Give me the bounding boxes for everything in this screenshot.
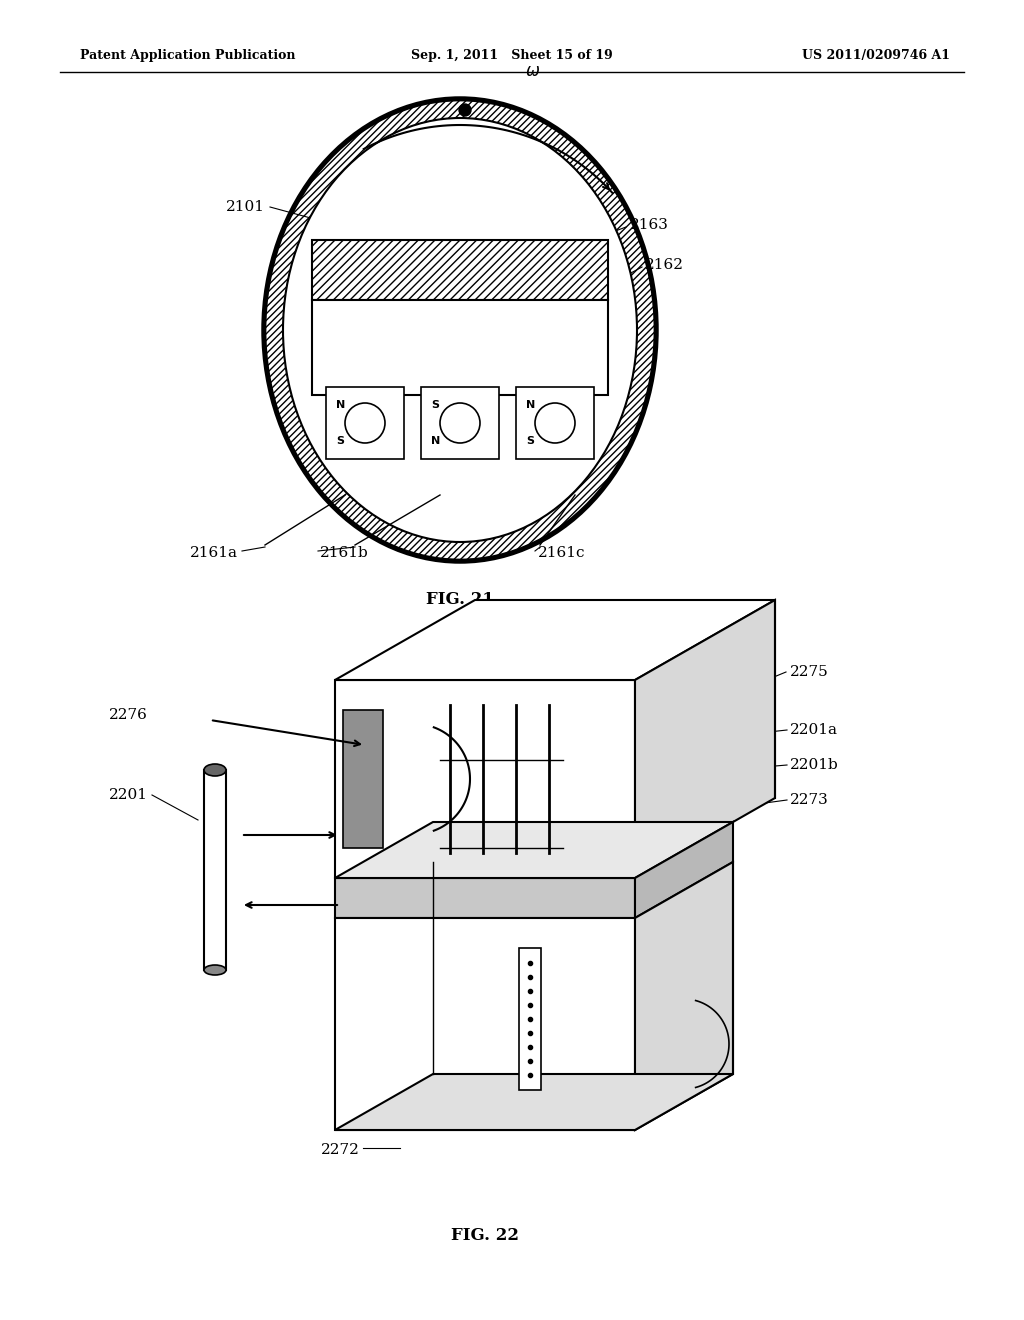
Text: S: S [431,400,439,411]
Text: 2273: 2273 [790,793,828,807]
Bar [312,240,608,300]
Polygon shape [204,770,226,970]
Polygon shape [635,822,733,917]
Text: 2162: 2162 [645,257,684,272]
Text: 2161a: 2161a [190,546,238,560]
Circle shape [440,403,480,444]
Text: N: N [526,400,536,411]
Text: 2201a: 2201a [790,723,838,737]
Ellipse shape [283,117,637,543]
Polygon shape [335,1074,733,1130]
Bar [343,710,383,847]
Polygon shape [635,862,733,1130]
Polygon shape [335,862,733,917]
Circle shape [345,403,385,444]
Text: 2163: 2163 [630,218,669,232]
Bar [335,680,635,878]
Text: FIG. 22: FIG. 22 [451,1226,519,1243]
Text: 2275: 2275 [790,665,828,678]
Text: 2274: 2274 [670,993,709,1007]
Text: N: N [431,436,440,446]
Text: 2161c: 2161c [538,546,586,560]
Polygon shape [335,601,775,680]
Circle shape [535,403,575,444]
Text: 2276: 2276 [110,708,148,722]
Bar [335,917,635,1130]
Polygon shape [635,601,775,878]
Circle shape [459,104,471,116]
Ellipse shape [263,98,657,562]
Ellipse shape [204,965,226,975]
Text: 2201b: 2201b [790,758,839,772]
Bar [519,948,541,1090]
Text: S: S [526,436,534,446]
Text: 2164: 2164 [455,220,494,235]
Text: US 2011/0209746 A1: US 2011/0209746 A1 [802,49,950,62]
Text: $\omega$: $\omega$ [525,63,541,81]
Bar [335,878,635,917]
Circle shape [449,404,471,426]
Text: 2101: 2101 [226,201,265,214]
Bar [421,387,499,459]
Text: 2166: 2166 [349,220,388,235]
Ellipse shape [204,764,226,776]
Text: 2271: 2271 [369,661,408,675]
Text: 2201: 2201 [109,788,148,803]
Text: Patent Application Publication: Patent Application Publication [80,49,296,62]
Text: S: S [336,436,344,446]
Text: N: N [336,400,345,411]
Text: Sep. 1, 2011   Sheet 15 of 19: Sep. 1, 2011 Sheet 15 of 19 [411,49,613,62]
Text: 2161b: 2161b [319,546,369,560]
Text: 2165: 2165 [490,503,528,517]
Polygon shape [335,822,733,878]
Bar [516,387,594,459]
Text: FIG. 21: FIG. 21 [426,591,494,609]
Text: 2272: 2272 [322,1143,360,1158]
Bar [312,300,608,395]
Bar [326,387,404,459]
